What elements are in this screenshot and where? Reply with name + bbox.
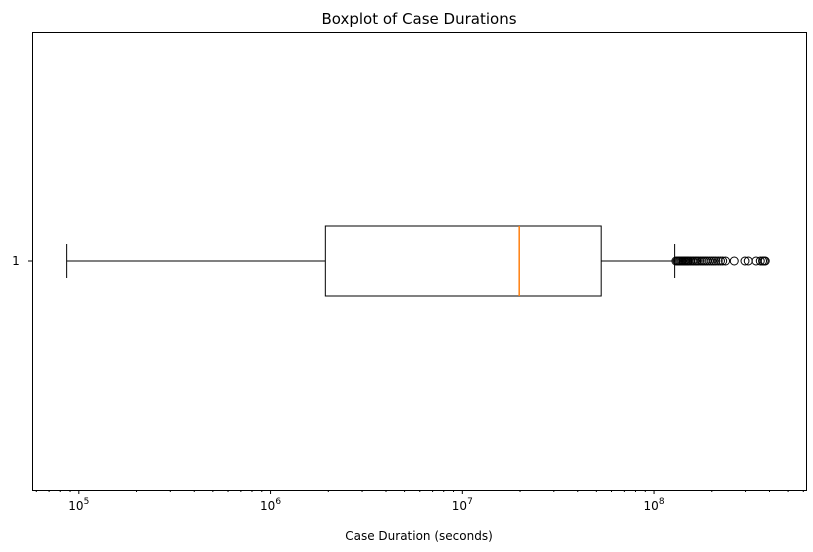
x-tick-label: 106: [260, 497, 281, 513]
box-iqr: [324, 225, 602, 297]
chart-title: Boxplot of Case Durations: [321, 10, 516, 28]
outlier-point: [705, 256, 715, 266]
y-tick-label: 1: [12, 254, 20, 268]
outlier-point: [729, 256, 739, 266]
y-axis-ticks: 1: [12, 254, 32, 268]
x-tick-label: 107: [452, 497, 473, 513]
outlier-point: [713, 256, 723, 266]
x-axis-label: Case Duration (seconds): [345, 529, 493, 543]
outlier-point: [721, 256, 731, 266]
outlier-point: [718, 256, 728, 266]
outlier-point: [740, 256, 750, 266]
x-tick-label: 105: [68, 497, 89, 513]
outlier-point: [760, 256, 770, 266]
outlier-point: [715, 256, 725, 266]
outlier-point: [755, 256, 765, 266]
x-tick-label: 108: [644, 497, 665, 513]
boxes-group: [66, 225, 770, 297]
outlier-point: [711, 256, 721, 266]
x-axis-ticks: 105 106 107 108: [35, 490, 804, 513]
